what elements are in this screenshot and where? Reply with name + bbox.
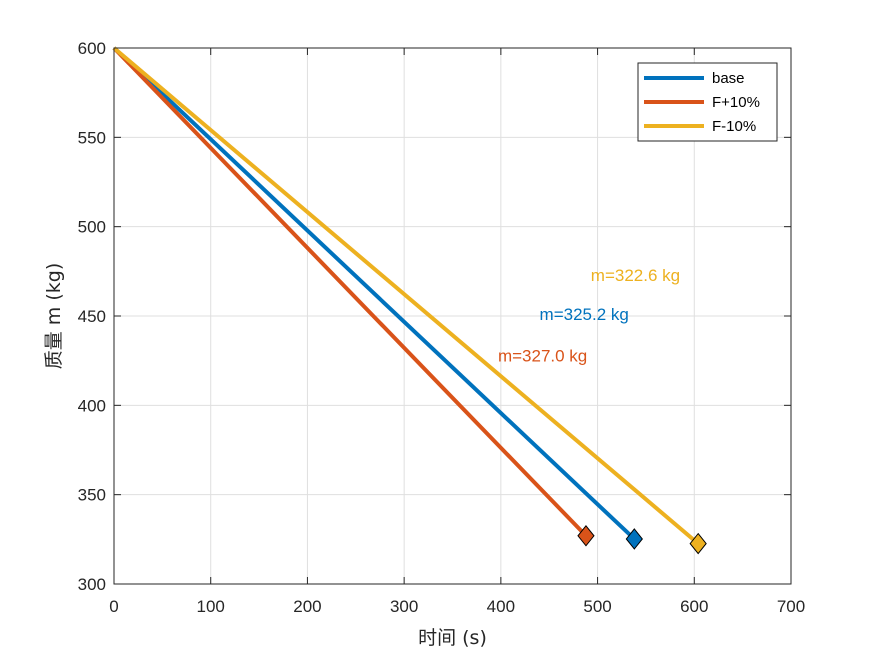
end-marker-2 [689, 532, 707, 555]
series-layer [112, 46, 707, 555]
series-line-2 [112, 46, 700, 546]
annotations: m=325.2 kg m=327.0 kg m=322.6 kg [498, 266, 680, 365]
y-tick-label: 550 [78, 128, 106, 147]
series-line-1 [112, 46, 588, 538]
x-tick-label: 100 [197, 597, 225, 616]
x-tick-label: 500 [583, 597, 611, 616]
end-marker-1 [577, 524, 595, 547]
x-tick-label: 600 [680, 597, 708, 616]
series-line-0 [112, 46, 636, 541]
annotation-label-1: m=327.0 kg [498, 346, 587, 365]
x-tick-label: 0 [109, 597, 118, 616]
y-axis-label: 质量 m (kg) [43, 263, 65, 369]
y-tick-label: 350 [78, 486, 106, 505]
x-tick-label: 300 [390, 597, 418, 616]
axis-ticks: 0 100 200 300 400 500 600 700 300 350 400 450 500 550… [78, 39, 806, 616]
y-tick-label: 300 [78, 575, 106, 594]
legend-entry-1: F+10% [712, 94, 760, 111]
x-tick-label: 700 [777, 597, 805, 616]
annotation-label-2: m=322.6 kg [591, 266, 680, 285]
y-tick-label: 500 [78, 218, 106, 237]
x-tick-label: 400 [487, 597, 515, 616]
x-axis-label: 时间 (s) [418, 627, 487, 649]
y-tick-label: 400 [78, 396, 106, 415]
x-tick-label: 200 [293, 597, 321, 616]
legend-entry-0: base [712, 70, 745, 87]
end-marker-0 [625, 528, 643, 550]
legend: base F+10% F-10% [637, 62, 778, 142]
annotation-label-0: m=325.2 kg [540, 305, 629, 324]
y-tick-label: 600 [78, 39, 106, 58]
legend-entry-2: F-10% [712, 118, 756, 135]
y-tick-label: 450 [78, 307, 106, 326]
